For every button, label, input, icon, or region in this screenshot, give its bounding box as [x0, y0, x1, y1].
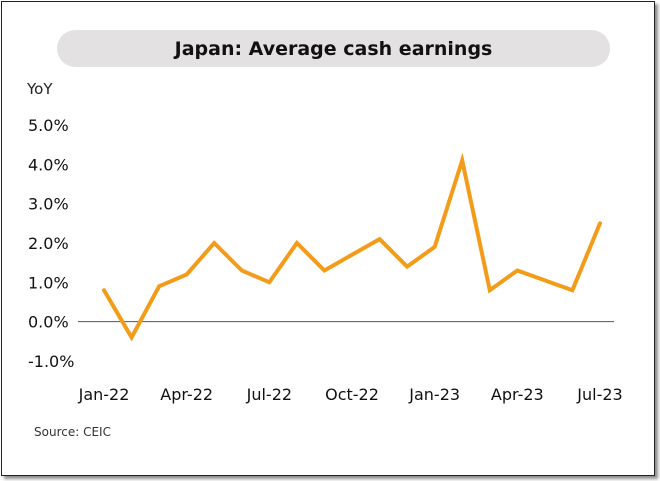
x-tick-label: Jul-22 — [246, 385, 292, 404]
chart-title: Japan: Average cash earnings — [57, 30, 610, 67]
x-tick-label: Jul-23 — [576, 385, 622, 404]
y-tick-label: -1.0% — [28, 352, 74, 371]
x-tick-label: Oct-22 — [325, 385, 379, 404]
x-axis: Jan-22 Apr-22 Jul-22 Oct-22 Jan-23 Apr-23 Jul-… — [78, 385, 623, 404]
source-note: Source: CEIC — [34, 425, 111, 439]
x-tick-label: Jan-23 — [408, 385, 460, 404]
y-axis: 5.0% 4.0% 3.0% 2.0% 1.0% 0.0% -1.0% — [28, 116, 74, 371]
y-axis-unit-label: YoY — [27, 80, 53, 98]
chart-frame — [1, 1, 655, 476]
x-tick-label: Apr-23 — [491, 385, 544, 404]
y-tick-label: 5.0% — [28, 116, 69, 135]
y-tick-label: 4.0% — [28, 155, 69, 174]
y-tick-label: 2.0% — [28, 234, 69, 253]
y-tick-label: 3.0% — [28, 195, 69, 214]
y-tick-label: 0.0% — [28, 313, 69, 332]
x-tick-label: Apr-22 — [160, 385, 213, 404]
y-tick-label: 1.0% — [28, 273, 69, 292]
series-line — [102, 152, 602, 342]
x-tick-label: Jan-22 — [78, 385, 130, 404]
